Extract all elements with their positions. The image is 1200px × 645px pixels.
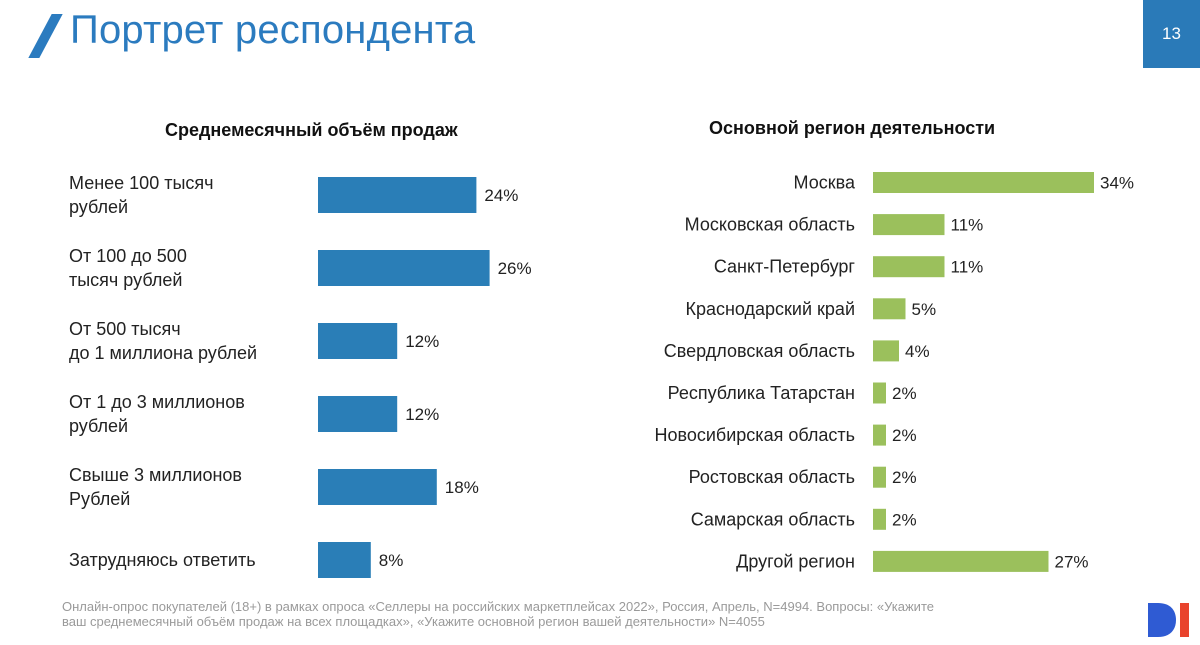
sales-category-label: рублей bbox=[69, 416, 128, 436]
sales-category-label: тысяч рублей bbox=[69, 270, 182, 290]
sales-value-label: 12% bbox=[405, 332, 439, 351]
sales-bar bbox=[318, 323, 398, 359]
di-logo-icon bbox=[1148, 603, 1189, 637]
sales-category-label: рублей bbox=[69, 197, 128, 217]
region-chart: 34% Москва 11% Московская область 11% Санкт-П… bbox=[655, 172, 1134, 572]
sales-bar bbox=[318, 177, 477, 213]
region-category-label: Свердловская область bbox=[664, 341, 855, 361]
region-value-label: 2% bbox=[892, 384, 917, 403]
page-number: 13 bbox=[1162, 24, 1181, 43]
region-value-label: 11% bbox=[951, 258, 984, 277]
region-category-label: Московская область bbox=[685, 215, 855, 235]
region-bar bbox=[873, 256, 945, 278]
region-value-label: 4% bbox=[905, 342, 930, 361]
region-bar bbox=[873, 298, 906, 320]
sales-value-label: 26% bbox=[498, 259, 532, 278]
sales-category-label: От 100 до 500 bbox=[69, 246, 187, 266]
region-bar bbox=[873, 172, 1094, 193]
page-number-badge: 13 bbox=[1143, 0, 1200, 68]
sales-bar bbox=[318, 396, 398, 432]
sales-category-label: От 1 до 3 миллионов bbox=[69, 392, 245, 412]
region-value-label: 34% bbox=[1100, 174, 1134, 193]
sales-category-label: до 1 миллиона рублей bbox=[69, 343, 257, 363]
sales-category-label: От 500 тысяч bbox=[69, 319, 181, 339]
region-bar bbox=[873, 382, 886, 404]
region-value-label: 2% bbox=[892, 510, 917, 529]
sales-bar bbox=[318, 542, 371, 578]
region-category-label: Новосибирская область bbox=[655, 425, 856, 445]
sales-volume-chart: 24% Менее 100 тысяч рублей 26% От 100 до 500… bbox=[69, 173, 532, 578]
footnote: Онлайн-опрос покупателей (18+) в рамках … bbox=[62, 599, 1022, 629]
region-category-label: Ростовская область bbox=[689, 467, 855, 487]
region-value-label: 11% bbox=[951, 216, 984, 235]
sales-category-label: Рублей bbox=[69, 489, 130, 509]
region-category-label: Санкт-Петербург bbox=[714, 257, 856, 277]
region-value-label: 2% bbox=[892, 426, 917, 445]
sales-category-label: Менее 100 тысяч bbox=[69, 173, 214, 193]
region-bar bbox=[873, 508, 886, 530]
region-value-label: 2% bbox=[892, 468, 917, 487]
sales-volume-chart-title: Среднемесячный объём продаж bbox=[165, 120, 458, 140]
region-bar bbox=[873, 424, 886, 446]
region-bar bbox=[873, 340, 899, 362]
sales-value-label: 8% bbox=[379, 551, 404, 570]
sales-bar bbox=[318, 469, 437, 505]
sales-value-label: 12% bbox=[405, 405, 439, 424]
region-category-label: Республика Татарстан bbox=[668, 383, 855, 403]
page-title: Портрет респондента bbox=[70, 8, 476, 52]
region-bar bbox=[873, 466, 886, 488]
region-value-label: 5% bbox=[912, 300, 937, 319]
footnote-line-2: ваш среднемесячный объём продаж на всех … bbox=[62, 614, 765, 629]
region-value-label: 27% bbox=[1055, 552, 1089, 571]
sales-value-label: 18% bbox=[445, 478, 479, 497]
footnote-line-1: Онлайн-опрос покупателей (18+) в рамках … bbox=[62, 599, 934, 614]
region-bar bbox=[873, 214, 945, 236]
region-category-label: Москва bbox=[794, 173, 856, 193]
sales-category-label: Затрудняюсь ответить bbox=[69, 550, 256, 570]
region-chart-title: Основной регион деятельности bbox=[709, 118, 996, 138]
sales-value-label: 24% bbox=[484, 186, 518, 205]
region-category-label: Краснодарский край bbox=[685, 299, 855, 319]
sales-bar bbox=[318, 250, 490, 286]
sales-category-label: Свыше 3 миллионов bbox=[69, 465, 242, 485]
region-category-label: Другой регион bbox=[736, 551, 855, 571]
region-bar bbox=[873, 550, 1049, 572]
region-category-label: Самарская область bbox=[691, 509, 855, 529]
